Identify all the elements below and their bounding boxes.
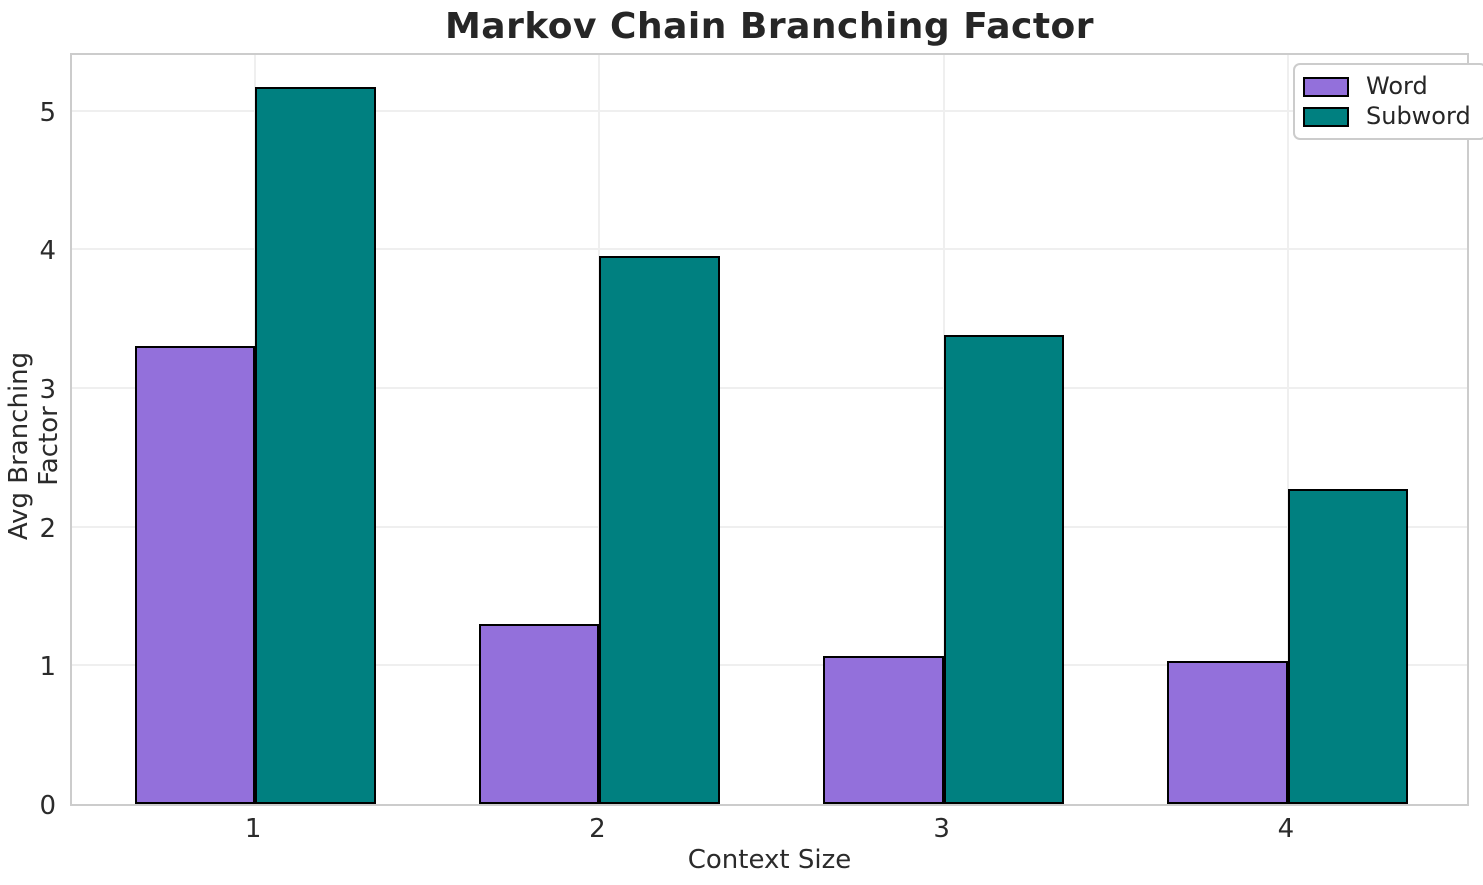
y-tick-label-0: 0 — [39, 791, 56, 821]
legend: Word Subword — [1293, 63, 1483, 140]
chart-title: Markov Chain Branching Factor — [444, 6, 1095, 47]
bar-word-3 — [823, 655, 944, 804]
bar-word-1 — [134, 346, 256, 804]
legend-swatch-word — [1303, 76, 1349, 97]
gridline-h-5 — [72, 109, 1467, 112]
gridline-h-3 — [72, 386, 1467, 389]
x-axis-label: Context Size — [687, 845, 852, 875]
bar-subword-3 — [943, 335, 1065, 804]
y-tick-label-1: 1 — [39, 652, 56, 683]
x-tick-label-4: 4 — [1277, 814, 1295, 844]
legend-label-word: Word — [1366, 72, 1428, 100]
y-tick-label-4: 4 — [39, 236, 56, 267]
bar-subword-4 — [1287, 489, 1409, 804]
legend-label-subword: Subword — [1366, 102, 1471, 130]
x-tick-label-1: 1 — [244, 814, 262, 844]
gridline-h-2 — [72, 525, 1467, 528]
y-tick-label-2: 2 — [39, 513, 56, 544]
gridline-h-4 — [72, 248, 1467, 251]
y-tick-label-3: 3 — [39, 374, 56, 405]
legend-swatch-subword — [1303, 106, 1349, 127]
bar-word-4 — [1167, 661, 1288, 804]
gridline-h-1 — [72, 664, 1467, 667]
bar-subword-1 — [255, 87, 376, 804]
legend-item-subword: Subword — [1303, 102, 1471, 131]
gridline-v-4 — [1286, 55, 1289, 804]
x-tick-label-2: 2 — [589, 814, 606, 844]
y-tick-label-5: 5 — [39, 97, 56, 128]
x-tick-label-3: 3 — [933, 814, 950, 844]
bar-word-2 — [478, 623, 600, 804]
bar-subword-2 — [599, 256, 720, 804]
legend-item-word: Word — [1303, 72, 1471, 101]
plot-area — [70, 53, 1469, 806]
